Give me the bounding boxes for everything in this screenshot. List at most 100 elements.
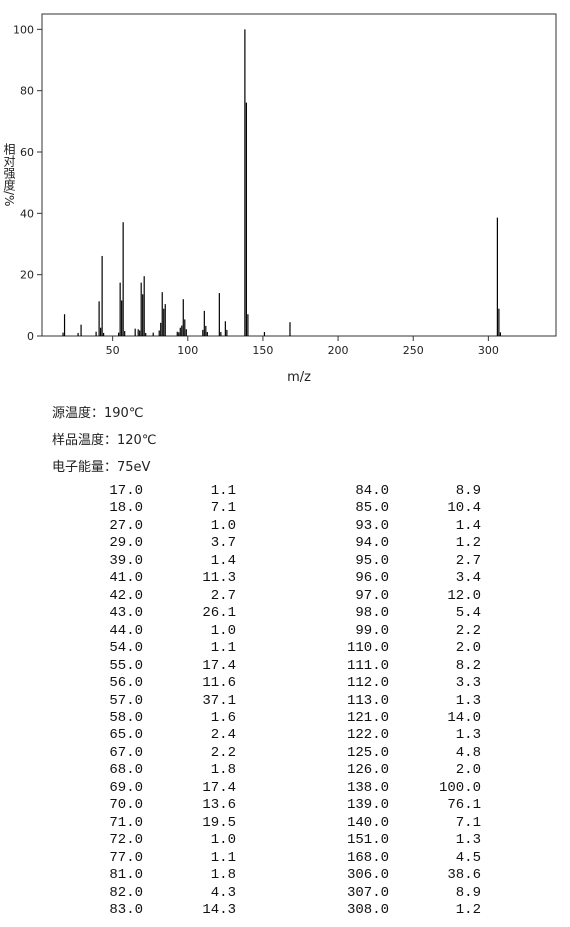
table-cell: 3.4 (455, 570, 481, 587)
table-cell: 1.8 (210, 762, 236, 779)
y-axis-label: 相对强度/% (2, 143, 16, 207)
table-cell: 14.0 (447, 709, 481, 726)
table-cell: 94.0 (355, 535, 389, 552)
x-tick-label: 300 (478, 344, 499, 357)
table-cell: 58.0 (109, 709, 143, 726)
table-cell: 1.4 (210, 552, 236, 569)
table-cell: 1.6 (210, 709, 236, 726)
table-cell: 2.2 (455, 622, 481, 639)
table-cell: 11.6 (202, 675, 236, 692)
y-tick-label: 60 (20, 146, 34, 159)
table-cell: 44.0 (109, 622, 143, 639)
table-cell: 95.0 (355, 552, 389, 569)
x-axis-label: m/z (287, 370, 311, 385)
y-tick-label: 80 (20, 85, 34, 98)
table-cell: 55.0 (109, 657, 143, 674)
table-cell: 2.7 (210, 587, 236, 604)
table-cell: 122.0 (346, 727, 389, 744)
table-cell: 1.1 (210, 640, 236, 657)
table-cell: 4.3 (210, 884, 236, 901)
info-line: 电子能量：75eV (52, 460, 151, 475)
table-cell: 306.0 (346, 867, 389, 884)
table-cell: 77.0 (109, 849, 143, 866)
table-cell: 70.0 (109, 797, 143, 814)
table-cell: 76.1 (447, 797, 481, 814)
x-tick-label: 100 (177, 344, 198, 357)
table-cell: 1.0 (210, 517, 236, 534)
table-cell: 82.0 (109, 884, 143, 901)
table-cell: 125.0 (346, 744, 389, 761)
table-cell: 18.0 (109, 500, 143, 517)
table-cell: 11.3 (202, 570, 236, 587)
plot-frame (41, 13, 557, 337)
table-cell: 1.3 (455, 692, 481, 709)
table-cell: 27.0 (109, 517, 143, 534)
table-cell: 1.0 (210, 832, 236, 849)
table-cell: 85.0 (355, 500, 389, 517)
table-cell: 2.0 (455, 640, 481, 657)
table-cell: 68.0 (109, 762, 143, 779)
y-tick-label: 40 (20, 207, 34, 220)
table-cell: 5.4 (455, 605, 481, 622)
table-cell: 42.0 (109, 587, 143, 604)
table-cell: 56.0 (109, 675, 143, 692)
table-cell: 12.0 (447, 587, 481, 604)
info-line: 样品温度：120℃ (52, 433, 157, 448)
table-cell: 1.8 (210, 867, 236, 884)
table-cell: 17.4 (202, 657, 236, 674)
table-cell: 26.1 (202, 605, 236, 622)
table-cell: 17.0 (109, 483, 143, 499)
info-line: 源温度：190℃ (52, 406, 144, 421)
x-tick-label: 200 (328, 344, 349, 357)
table-cell: 67.0 (109, 744, 143, 761)
table-cell: 65.0 (109, 727, 143, 744)
table-cell: 2.7 (455, 552, 481, 569)
table-cell: 84.0 (355, 483, 389, 499)
table-cell: 1.2 (455, 535, 481, 552)
table-cell: 1.0 (210, 622, 236, 639)
table-cell: 7.1 (210, 500, 236, 517)
x-tick-label: 150 (252, 344, 273, 357)
table-cell: 113.0 (346, 692, 389, 709)
table-cell: 81.0 (109, 867, 143, 884)
table-cell: 3.3 (455, 675, 481, 692)
table-cell: 111.0 (346, 657, 389, 674)
table-cell: 39.0 (109, 552, 143, 569)
table-cell: 10.4 (447, 500, 481, 517)
table-cell: 100.0 (438, 779, 481, 796)
table-cell: 29.0 (109, 535, 143, 552)
table-cell: 37.1 (202, 692, 236, 709)
table-cell: 72.0 (109, 832, 143, 849)
table-cell: 54.0 (109, 640, 143, 657)
table-cell: 168.0 (346, 849, 389, 866)
x-tick-label: 250 (403, 344, 424, 357)
table-cell: 17.4 (202, 779, 236, 796)
table-cell: 93.0 (355, 517, 389, 534)
table-cell: 2.4 (210, 727, 236, 744)
table-cell: 57.0 (109, 692, 143, 709)
table-cell: 2.0 (455, 762, 481, 779)
table-cell: 4.5 (455, 849, 481, 866)
table-cell: 43.0 (109, 605, 143, 622)
table-cell: 7.1 (455, 814, 481, 831)
y-tick-label: 0 (27, 330, 34, 343)
table-cell: 1.2 (455, 902, 481, 919)
table-cell: 2.2 (210, 744, 236, 761)
table-cell: 99.0 (355, 622, 389, 639)
table-cell: 138.0 (346, 779, 389, 796)
table-cell: 96.0 (355, 570, 389, 587)
table-cell: 69.0 (109, 779, 143, 796)
table-cell: 126.0 (346, 762, 389, 779)
table-cell: 19.5 (202, 814, 236, 831)
table-cell: 308.0 (346, 902, 389, 919)
table-cell: 98.0 (355, 605, 389, 622)
table-cell: 3.7 (210, 535, 236, 552)
table-cell: 1.3 (455, 832, 481, 849)
table-cell: 139.0 (346, 797, 389, 814)
table-cell: 151.0 (346, 832, 389, 849)
table-cell: 38.6 (447, 867, 481, 884)
table-cell: 121.0 (346, 709, 389, 726)
table-cell: 307.0 (346, 884, 389, 901)
table-cell: 1.3 (455, 727, 481, 744)
